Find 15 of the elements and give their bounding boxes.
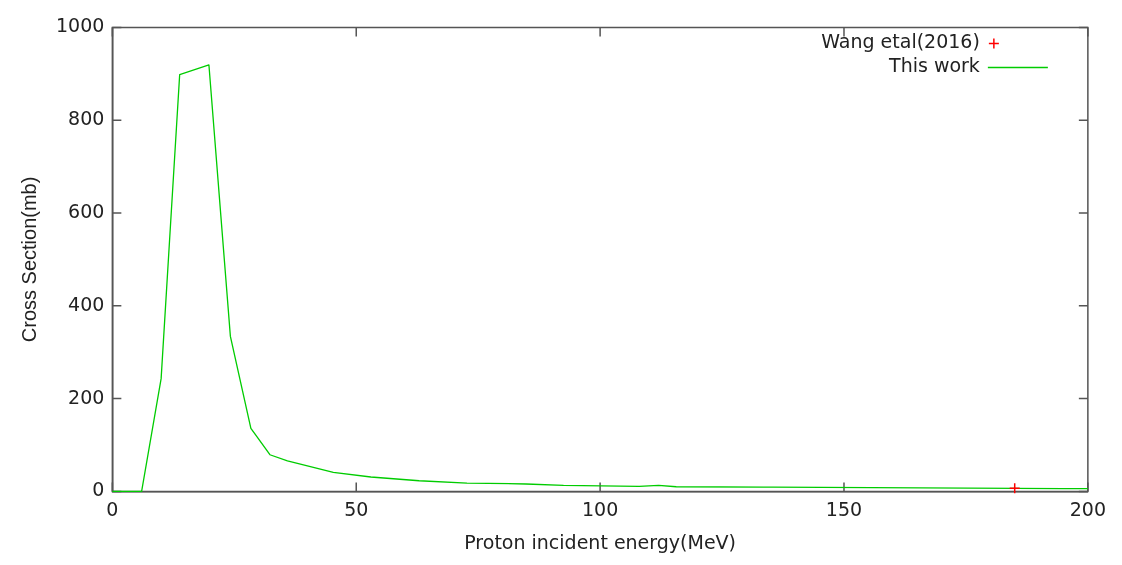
y-tick-label: 800 [68, 107, 105, 130]
x-tick-label: 50 [344, 497, 369, 520]
y-tick-label: 200 [68, 385, 105, 408]
x-tick-label: 150 [825, 497, 863, 520]
x-tick-label: 0 [106, 497, 119, 520]
y-tick-label: 400 [68, 292, 105, 315]
y-tick-label: 1000 [55, 14, 105, 37]
legend-label: This work [888, 54, 980, 77]
x-tick-label: 200 [1069, 497, 1106, 520]
y-tick-label: 0 [92, 478, 105, 501]
x-tick-label: 100 [581, 497, 619, 520]
x-axis-title: Proton incident energy(MeV) [464, 530, 736, 553]
y-tick-label: 600 [68, 199, 105, 222]
legend-label: Wang etal(2016) [821, 30, 980, 53]
y-axis-title: Cross Section(mb) [17, 176, 40, 343]
